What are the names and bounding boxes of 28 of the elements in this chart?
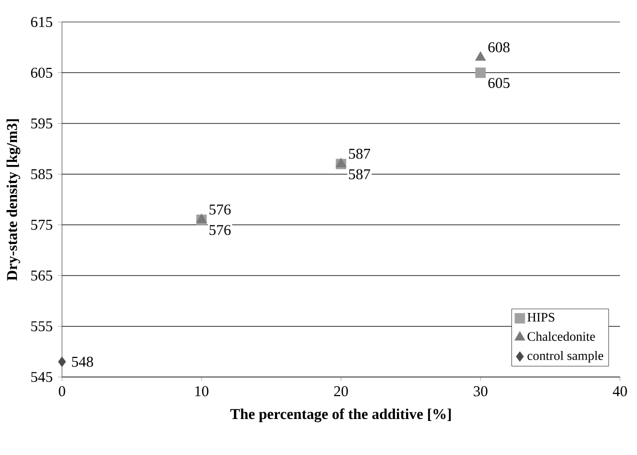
y-tick-label: 605 [31,68,52,78]
legend-label: control sample [528,350,604,363]
y-tick-label: 575 [31,220,52,230]
legend-label: Chalcedonite [528,332,595,341]
data-label: 548 [72,356,94,367]
point [475,68,486,78]
y-tick-label: 545 [31,372,52,382]
point [58,356,66,367]
data-label: 605 [488,78,510,88]
x-tick-label: 30 [474,386,488,396]
data-label: 576 [210,204,231,215]
point [475,51,486,61]
y-tick-label: 585 [31,169,52,180]
data-label: 576 [210,224,231,236]
y-tick-label: 615 [31,16,52,28]
data-label: 608 [488,42,510,52]
y-tick-label: 565 [31,270,52,281]
y-axis-title: Dry-state density [kg/m3] [6,119,20,281]
x-tick-label: 10 [195,386,208,396]
data-label: 587 [349,148,370,159]
x-tick-label: 0 [58,386,66,396]
x-axis-title: The percentage of the additive [%] [230,408,451,422]
y-tick-label: 555 [31,321,52,332]
y-tick-label: 595 [31,118,52,128]
data-label: 587 [349,169,370,180]
x-tick-label: 40 [612,386,627,396]
x-tick-label: 20 [334,386,348,396]
legend-label: HIPS [527,312,554,322]
